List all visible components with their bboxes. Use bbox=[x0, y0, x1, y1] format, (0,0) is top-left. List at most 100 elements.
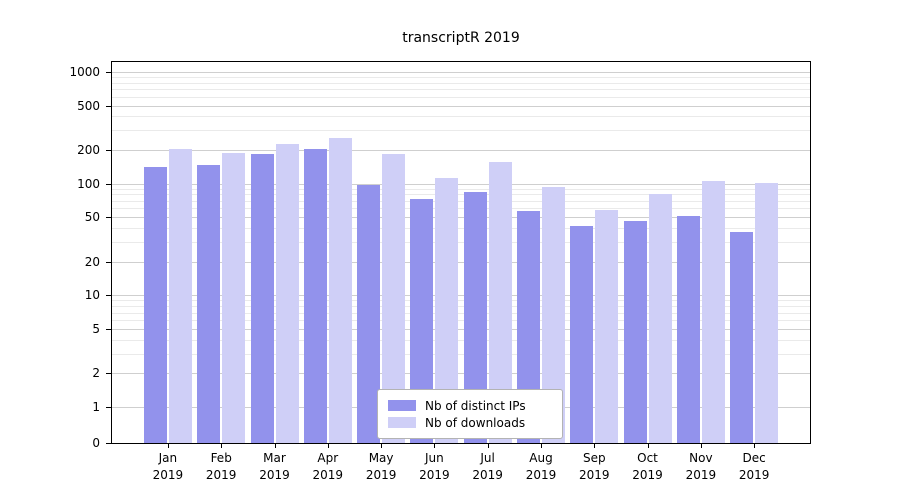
bar-nb-of-distinct-ips bbox=[676, 216, 700, 443]
x-tick-mark bbox=[487, 443, 489, 448]
y-tick-label: 200 bbox=[77, 143, 100, 157]
y-tick-label: 2 bbox=[92, 366, 100, 381]
bar-nb-of-downloads bbox=[648, 194, 672, 443]
y-tick-label: 0 bbox=[92, 436, 100, 450]
y-tick-label: 20 bbox=[84, 254, 100, 269]
y-tick-mark bbox=[106, 295, 111, 297]
major-gridline bbox=[112, 217, 810, 219]
minor-gridline bbox=[112, 130, 810, 132]
x-tick-mark bbox=[434, 443, 436, 448]
y-tick-label: 500 bbox=[77, 98, 100, 113]
x-tick-mark bbox=[594, 443, 596, 448]
y-tick-label: 1000 bbox=[69, 64, 100, 79]
y-tick-label: 5 bbox=[92, 321, 100, 336]
minor-gridline bbox=[112, 353, 810, 355]
y-tick-mark bbox=[106, 150, 111, 151]
minor-gridline bbox=[112, 306, 810, 308]
bar-nb-of-downloads bbox=[222, 152, 246, 443]
major-gridline bbox=[112, 183, 810, 185]
bar-nb-of-distinct-ips bbox=[197, 164, 221, 443]
bar-nb-of-downloads bbox=[275, 143, 299, 443]
chart-title: transcriptR 2019 bbox=[402, 30, 520, 46]
x-tick-mark bbox=[754, 443, 756, 448]
x-tick-label: Feb 2019 bbox=[205, 451, 237, 482]
bar-nb-of-downloads bbox=[541, 187, 565, 443]
x-tick-label: Apr 2019 bbox=[312, 451, 344, 482]
major-gridline bbox=[112, 261, 810, 263]
legend-item-distinct-ips: Nb of distinct IPs bbox=[388, 397, 552, 414]
major-gridline bbox=[112, 150, 810, 151]
x-tick-mark bbox=[647, 443, 649, 448]
legend-item-downloads: Nb of downloads bbox=[388, 414, 552, 431]
x-tick-label: Dec 2019 bbox=[738, 451, 770, 482]
bar-nb-of-distinct-ips bbox=[623, 221, 647, 443]
major-gridline bbox=[112, 328, 810, 330]
x-tick-mark bbox=[167, 443, 169, 448]
y-tick-mark bbox=[106, 373, 111, 375]
bar-nb-of-downloads bbox=[328, 137, 352, 443]
x-tick-label: Jun 2019 bbox=[419, 451, 450, 482]
bar-nb-of-distinct-ips bbox=[143, 167, 167, 443]
x-tick-label: Jan 2019 bbox=[152, 451, 184, 482]
legend-swatch-distinct-ips bbox=[388, 400, 416, 411]
y-tick-mark bbox=[106, 261, 111, 263]
minor-gridline bbox=[112, 96, 810, 98]
minor-gridline bbox=[112, 228, 810, 229]
x-tick-mark bbox=[381, 443, 383, 448]
x-tick-label: Nov 2019 bbox=[685, 451, 717, 482]
bar-nb-of-downloads bbox=[755, 183, 779, 443]
x-tick-mark bbox=[700, 443, 702, 448]
bar-nb-of-distinct-ips bbox=[516, 210, 540, 443]
bar-nb-of-distinct-ips bbox=[463, 192, 487, 443]
y-tick-mark bbox=[106, 105, 111, 107]
x-tick-label: Jul 2019 bbox=[472, 451, 503, 482]
legend: Nb of distinct IPs Nb of downloads bbox=[377, 389, 563, 439]
minor-gridline bbox=[112, 82, 810, 84]
y-tick-mark bbox=[106, 328, 111, 330]
minor-gridline bbox=[112, 77, 810, 78]
y-tick-mark bbox=[106, 443, 111, 444]
bar-nb-of-distinct-ips bbox=[250, 154, 274, 443]
bar-nb-of-distinct-ips bbox=[410, 198, 434, 443]
minor-gridline bbox=[112, 320, 810, 322]
x-tick-label: Aug 2019 bbox=[525, 451, 557, 482]
x-tick-label: Mar 2019 bbox=[259, 451, 290, 482]
bar-nb-of-downloads bbox=[168, 148, 192, 443]
minor-gridline bbox=[112, 89, 810, 91]
x-tick-mark bbox=[221, 443, 223, 448]
x-tick-label: Sep 2019 bbox=[579, 451, 610, 482]
x-tick-mark bbox=[274, 443, 276, 448]
minor-gridline bbox=[112, 242, 810, 243]
major-gridline bbox=[112, 373, 810, 375]
y-tick-mark bbox=[106, 71, 111, 73]
y-tick-mark bbox=[106, 217, 111, 219]
minor-gridline bbox=[112, 339, 810, 341]
plot-area bbox=[111, 61, 811, 444]
bar-nb-of-distinct-ips bbox=[303, 148, 327, 443]
major-gridline bbox=[112, 71, 810, 73]
x-tick-mark bbox=[541, 443, 542, 448]
x-tick-label: Oct 2019 bbox=[632, 451, 663, 482]
bar-nb-of-downloads bbox=[382, 154, 406, 443]
bar-nb-of-downloads bbox=[435, 178, 459, 443]
legend-label-downloads: Nb of downloads bbox=[425, 415, 526, 430]
minor-gridline bbox=[112, 116, 810, 118]
bar-nb-of-downloads bbox=[701, 180, 725, 443]
minor-gridline bbox=[112, 208, 810, 210]
y-tick-mark bbox=[106, 407, 111, 408]
bar-nb-of-distinct-ips bbox=[357, 185, 381, 443]
bar-nb-of-distinct-ips bbox=[570, 225, 594, 443]
bar-nb-of-distinct-ips bbox=[730, 231, 754, 443]
y-tick-label: 1 bbox=[92, 400, 100, 414]
major-gridline bbox=[112, 105, 810, 107]
bar-nb-of-downloads bbox=[488, 162, 512, 443]
legend-swatch-downloads bbox=[388, 417, 416, 428]
major-gridline bbox=[112, 443, 810, 444]
x-tick-label: May 2019 bbox=[365, 451, 397, 482]
x-tick-mark bbox=[327, 443, 329, 448]
y-tick-label: 50 bbox=[84, 210, 100, 225]
bar-nb-of-downloads bbox=[595, 210, 619, 443]
y-tick-label: 100 bbox=[77, 176, 100, 191]
minor-gridline bbox=[112, 312, 810, 314]
